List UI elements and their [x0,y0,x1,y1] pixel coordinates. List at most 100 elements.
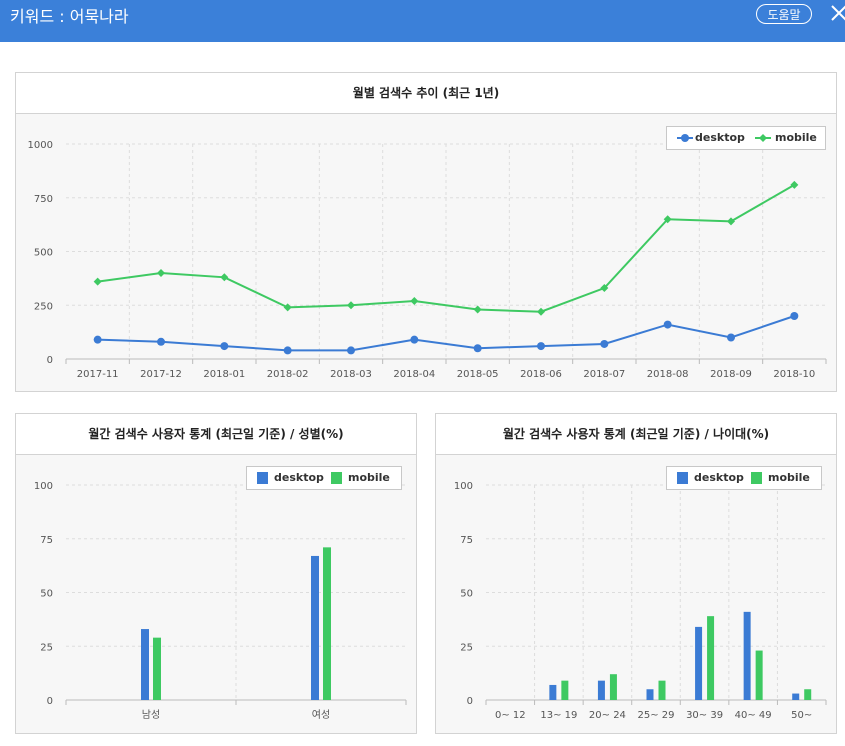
data-point-mobile [283,303,292,312]
monthly-trend-panel: 월별 검색수 추이 (최근 1년) 0 250 500 750 1000 2017-11 2… [15,72,837,392]
bar-desktop [646,689,654,700]
y-tick-label: 25 [40,642,53,653]
bar-desktop [695,626,703,700]
x-tick-label: 2018-03 [330,369,372,380]
age-stats-legend: desktop mobile [666,466,822,490]
data-point-mobile [93,277,102,286]
data-point-desktop [347,346,355,355]
data-point-desktop [537,342,545,351]
gender-stats-title: 월간 검색수 사용자 통계 (최근일 기준) / 성별(%) [16,414,416,455]
bar-mobile [755,650,763,700]
bar-mobile [153,637,161,700]
age-stats-panel: 월간 검색수 사용자 통계 (최근일 기준) / 나이대(%) 0 25 50 75 1… [435,413,837,734]
x-tick-label: 2018-07 [583,369,625,380]
x-tick-label: 25~ 29 [637,710,674,721]
title-bar: 키워드 : 어묵나라 도움말 [0,0,845,42]
x-tick-label: 2018-02 [267,369,309,380]
x-tick-label: 2018-04 [393,369,435,380]
gender-stats-legend: desktop mobile [246,466,402,490]
y-tick-label: 250 [34,301,53,312]
x-tick-label: 남성 [142,709,160,721]
y-tick-label: 100 [454,481,473,492]
data-point-mobile [790,180,799,189]
data-point-desktop [283,346,292,355]
bar-mobile [707,616,715,700]
x-tick-label: 2017-12 [140,369,182,380]
x-tick-label: 2018-05 [457,369,499,380]
x-tick-label: 2018-10 [773,369,815,380]
y-tick-label: 500 [34,248,53,259]
x-tick-label: 2017-11 [77,369,119,380]
data-point-mobile [410,296,419,305]
data-point-desktop [663,320,672,329]
data-point-desktop [157,337,165,346]
data-point-mobile [157,269,165,277]
legend-label-desktop: desktop [694,471,744,484]
y-tick-label: 75 [40,535,53,546]
data-point-mobile [600,284,609,293]
data-point-desktop [410,335,419,344]
y-tick-label: 0 [467,696,473,707]
legend-label-desktop: desktop [274,471,324,484]
x-tick-label: 여성 [312,709,330,721]
data-point-mobile [473,305,482,314]
data-point-desktop [93,335,102,344]
x-tick-label: 2018-08 [647,369,689,380]
data-point-desktop [790,312,799,320]
y-tick-label: 0 [47,355,53,366]
legend-label-mobile: mobile [348,471,390,484]
x-tick-label: 0~ 12 [495,710,526,721]
x-tick-label: 50~ [791,710,812,721]
close-icon[interactable] [826,2,845,26]
desktop-line-swatch [677,134,693,142]
x-tick-label: 2018-01 [203,369,245,380]
bar-desktop [549,684,557,700]
y-tick-label: 25 [460,642,473,653]
data-point-desktop [727,333,735,342]
monthly-trend-legend: desktop mobile [666,126,826,150]
series-line-mobile [97,183,795,313]
data-point-mobile [220,273,229,282]
data-point-desktop [600,339,609,348]
data-point-mobile [727,217,735,226]
legend-label-mobile: mobile [768,471,810,484]
desktop-bar-swatch [257,472,268,484]
x-tick-label: 2018-06 [520,369,562,380]
help-button[interactable]: 도움말 [756,4,812,24]
data-point-mobile [663,215,672,224]
bar-desktop [792,693,800,700]
x-tick-label: 20~ 24 [589,710,626,721]
legend-label-desktop: desktop [695,131,745,144]
gender-stats-chart: 0 25 50 75 100 남성 여성 [34,481,407,721]
x-tick-label: 2018-09 [710,369,752,380]
data-point-mobile [347,301,355,310]
bar-desktop [743,611,751,700]
bar-desktop [597,680,605,700]
x-tick-label: 30~ 39 [686,710,723,721]
data-point-desktop [220,342,229,351]
bar-desktop [311,555,319,700]
y-tick-label: 50 [460,589,473,600]
y-tick-label: 50 [40,589,53,600]
gender-stats-panel: 월간 검색수 사용자 통계 (최근일 기준) / 성별(%) 0 25 50 75 10… [15,413,417,734]
y-tick-label: 100 [34,481,53,492]
monthly-trend-chart: 0 250 500 750 1000 2017-11 2017-12 2018-01 2018-… [28,140,827,380]
data-point-mobile [537,307,545,316]
y-tick-label: 1000 [28,140,53,151]
desktop-bar-swatch [677,472,688,484]
bar-mobile [323,547,331,700]
mobile-bar-swatch [331,472,342,484]
mobile-bar-swatch [751,472,762,484]
monthly-trend-title: 월별 검색수 추이 (최근 1년) [16,73,836,114]
bar-mobile [804,689,812,700]
x-tick-label: 13~ 19 [540,710,577,721]
page-title: 키워드 : 어묵나라 [10,7,129,26]
bar-desktop [141,629,149,700]
y-tick-label: 750 [34,194,53,205]
data-point-desktop [473,344,482,353]
age-stats-chart: 0 25 50 75 100 0~ 12 13~ 19 20~ 24 25~ 29 30~ 39 4… [454,481,827,721]
bar-mobile [609,674,617,700]
mobile-line-swatch [755,134,771,142]
y-tick-label: 0 [47,696,53,707]
x-tick-label: 40~ 49 [735,710,772,721]
